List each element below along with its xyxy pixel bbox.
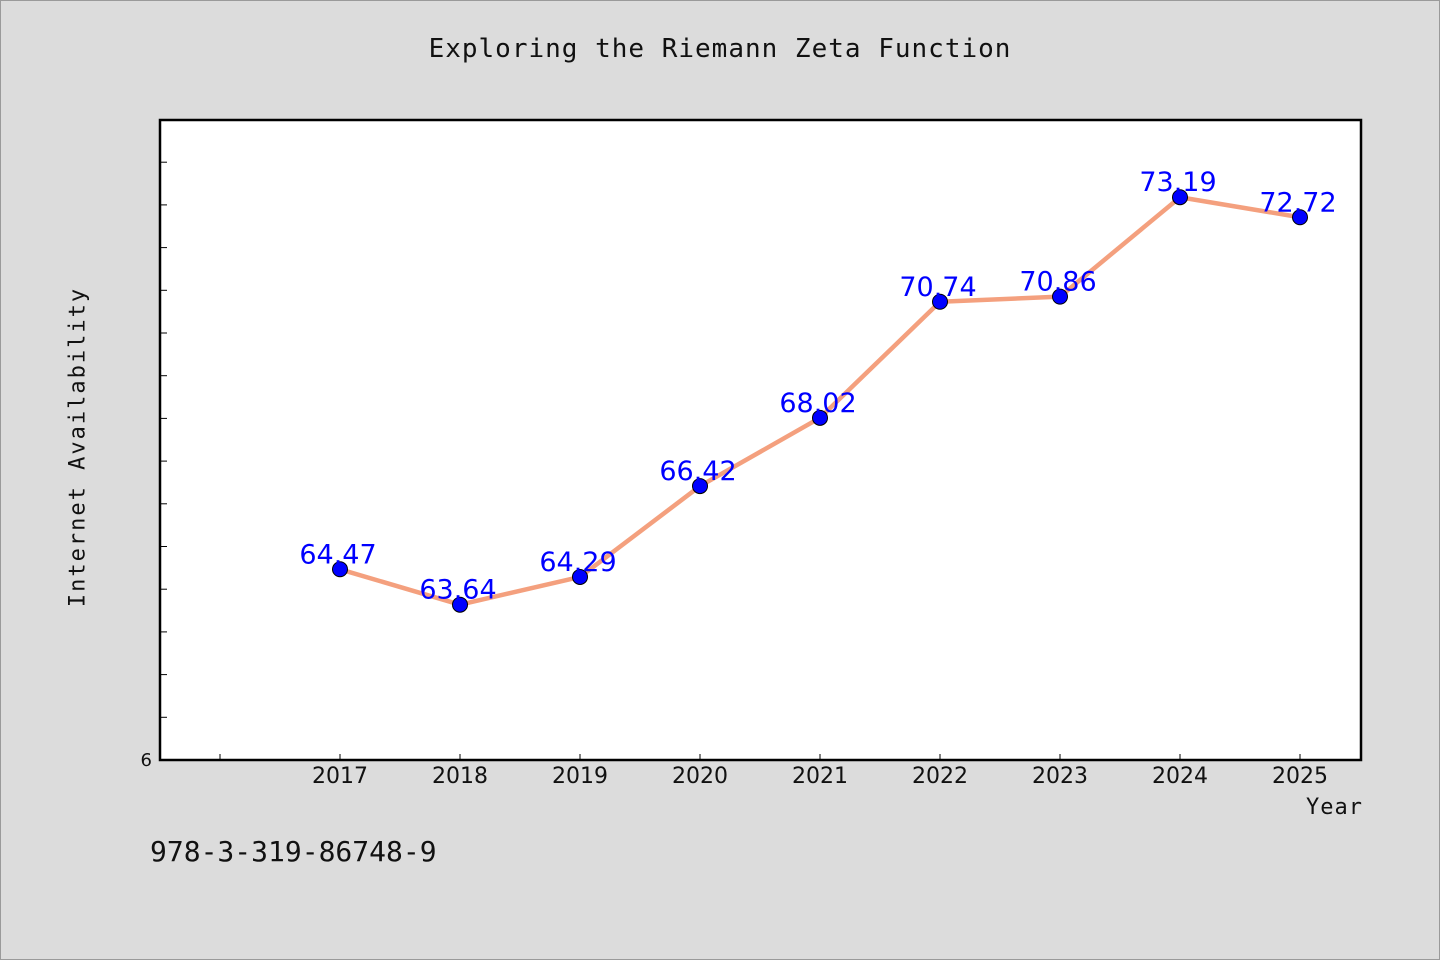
chart-title: Exploring the Riemann Zeta Function <box>428 34 1012 64</box>
x-tick-label: 2023 <box>1032 764 1088 789</box>
data-point <box>932 293 948 310</box>
data-label: 70.86 <box>1019 267 1096 298</box>
isbn-text: 978-3-319-86748-9 <box>150 835 437 868</box>
x-axis-label: Year <box>1306 795 1363 820</box>
data-label: 72.72 <box>1259 187 1336 218</box>
data-label: 64.47 <box>299 539 376 570</box>
data-label: 70.74 <box>899 272 976 303</box>
data-label: 66.42 <box>659 456 736 487</box>
data-label: 64.29 <box>539 547 616 578</box>
data-point <box>812 409 828 426</box>
y-tick-label: 6 <box>141 750 152 771</box>
x-tick-label: 2017 <box>312 764 368 789</box>
data-point <box>1292 209 1308 226</box>
data-point <box>332 561 348 578</box>
data-label: 63.64 <box>419 575 496 606</box>
x-tick-label: 2018 <box>432 764 488 789</box>
x-tick-label: 2024 <box>1152 764 1208 789</box>
data-label: 68.02 <box>779 388 856 419</box>
data-label: 73.19 <box>1139 167 1216 198</box>
data-point <box>572 568 588 585</box>
data-point <box>1052 288 1068 305</box>
x-tick-label: 2025 <box>1272 764 1328 789</box>
data-point <box>452 596 468 613</box>
data-point <box>692 478 708 495</box>
data-point <box>1172 189 1188 206</box>
x-tick-label: 2022 <box>912 764 968 789</box>
plot-area <box>158 118 1363 762</box>
x-tick-label: 2021 <box>792 764 848 789</box>
x-tick-label: 2019 <box>552 764 608 789</box>
x-tick-label: 2020 <box>672 764 728 789</box>
